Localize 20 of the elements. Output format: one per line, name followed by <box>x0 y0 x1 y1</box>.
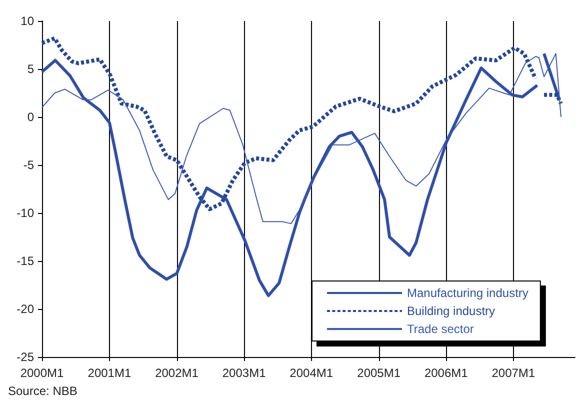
x-tick-label: 2002M1 <box>155 366 199 380</box>
x-tick-label: 2005M1 <box>357 366 401 380</box>
source-note: Source: NBB <box>8 384 78 398</box>
text: Manufacturing industry <box>407 286 528 300</box>
y-tick-label: -15 <box>16 254 34 268</box>
y-tick-label: -25 <box>16 350 34 364</box>
x-tick-label: 2003M1 <box>222 366 266 380</box>
text: Trade sector <box>407 322 474 336</box>
y-tick-label: 10 <box>20 14 34 28</box>
x-tick-label: 2007M1 <box>492 366 536 380</box>
x-tick-label: 2000M1 <box>20 366 64 380</box>
x-tick-label: 2001M1 <box>88 366 132 380</box>
y-tick-label: 5 <box>27 62 34 76</box>
y-tick-label: -5 <box>23 158 34 172</box>
x-tick-label: 2004M1 <box>290 366 334 380</box>
text: Building industry <box>407 304 496 318</box>
y-tick-label: -10 <box>16 206 34 220</box>
y-tick-label: -20 <box>16 302 34 316</box>
x-tick-label: 2006M1 <box>424 366 468 380</box>
y-tick-label: 0 <box>27 110 34 124</box>
